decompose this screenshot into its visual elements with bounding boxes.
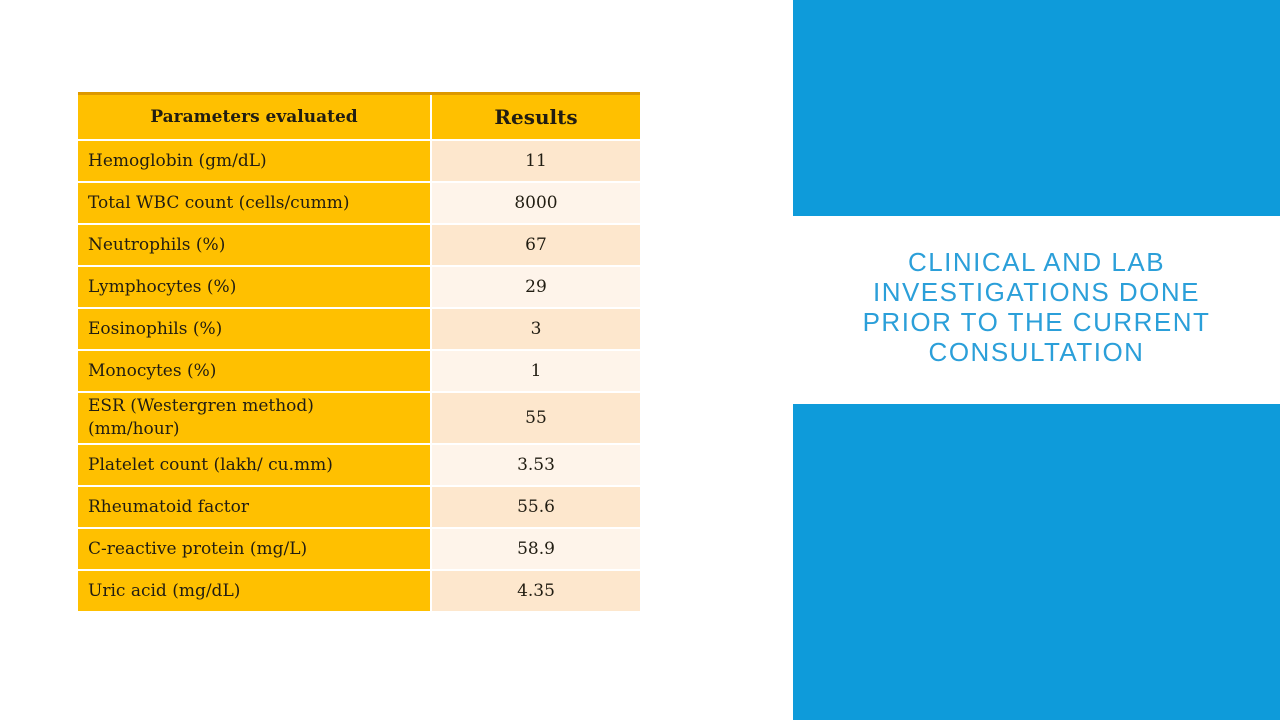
result-cell: 11 [430, 139, 640, 181]
table-row: Total WBC count (cells/cumm) 8000 [78, 181, 640, 223]
bottom-accent-rectangle [793, 404, 1280, 720]
result-cell: 8000 [430, 181, 640, 223]
parameter-cell: Lymphocytes (%) [78, 265, 430, 307]
table-row: Rheumatoid factor 55.6 [78, 485, 640, 527]
lab-results-table-body: Hemoglobin (gm/dL) 11 Total WBC count (cel… [78, 139, 640, 611]
parameter-cell: ESR (Westergren method) (mm/hour) [78, 391, 430, 443]
parameter-cell: Eosinophils (%) [78, 307, 430, 349]
result-cell: 29 [430, 265, 640, 307]
table-row: C-reactive protein (mg/L) 58.9 [78, 527, 640, 569]
table-row: Neutrophils (%) 67 [78, 223, 640, 265]
table-row: Lymphocytes (%) 29 [78, 265, 640, 307]
top-accent-rectangle [793, 0, 1280, 216]
parameter-cell: Total WBC count (cells/cumm) [78, 181, 430, 223]
slide-title: CLINICAL AND LAB INVESTIGATIONS DONE PRI… [862, 247, 1211, 367]
parameter-cell: Rheumatoid factor [78, 485, 430, 527]
result-cell: 67 [430, 223, 640, 265]
result-cell: 1 [430, 349, 640, 391]
table-row: ESR (Westergren method) (mm/hour) 55 [78, 391, 640, 443]
result-cell: 3.53 [430, 443, 640, 485]
table-row: Uric acid (mg/dL) 4.35 [78, 569, 640, 611]
result-cell: 55 [430, 391, 640, 443]
result-cell: 55.6 [430, 485, 640, 527]
column-header-parameters: Parameters evaluated [78, 95, 430, 139]
table-header-row: Parameters evaluated Results [78, 95, 640, 139]
table-row: Hemoglobin (gm/dL) 11 [78, 139, 640, 181]
result-cell: 4.35 [430, 569, 640, 611]
table-row: Platelet count (lakh/ cu.mm) 3.53 [78, 443, 640, 485]
parameter-cell: Neutrophils (%) [78, 223, 430, 265]
lab-results-table: Parameters evaluated Results Hemoglobin … [78, 92, 640, 611]
parameter-cell: Platelet count (lakh/ cu.mm) [78, 443, 430, 485]
parameter-cell: Hemoglobin (gm/dL) [78, 139, 430, 181]
column-header-results: Results [430, 95, 640, 139]
parameter-cell: Monocytes (%) [78, 349, 430, 391]
table-row: Monocytes (%) 1 [78, 349, 640, 391]
table-row: Eosinophils (%) 3 [78, 307, 640, 349]
parameter-cell: C-reactive protein (mg/L) [78, 527, 430, 569]
result-cell: 3 [430, 307, 640, 349]
parameter-cell: Uric acid (mg/dL) [78, 569, 430, 611]
result-cell: 58.9 [430, 527, 640, 569]
